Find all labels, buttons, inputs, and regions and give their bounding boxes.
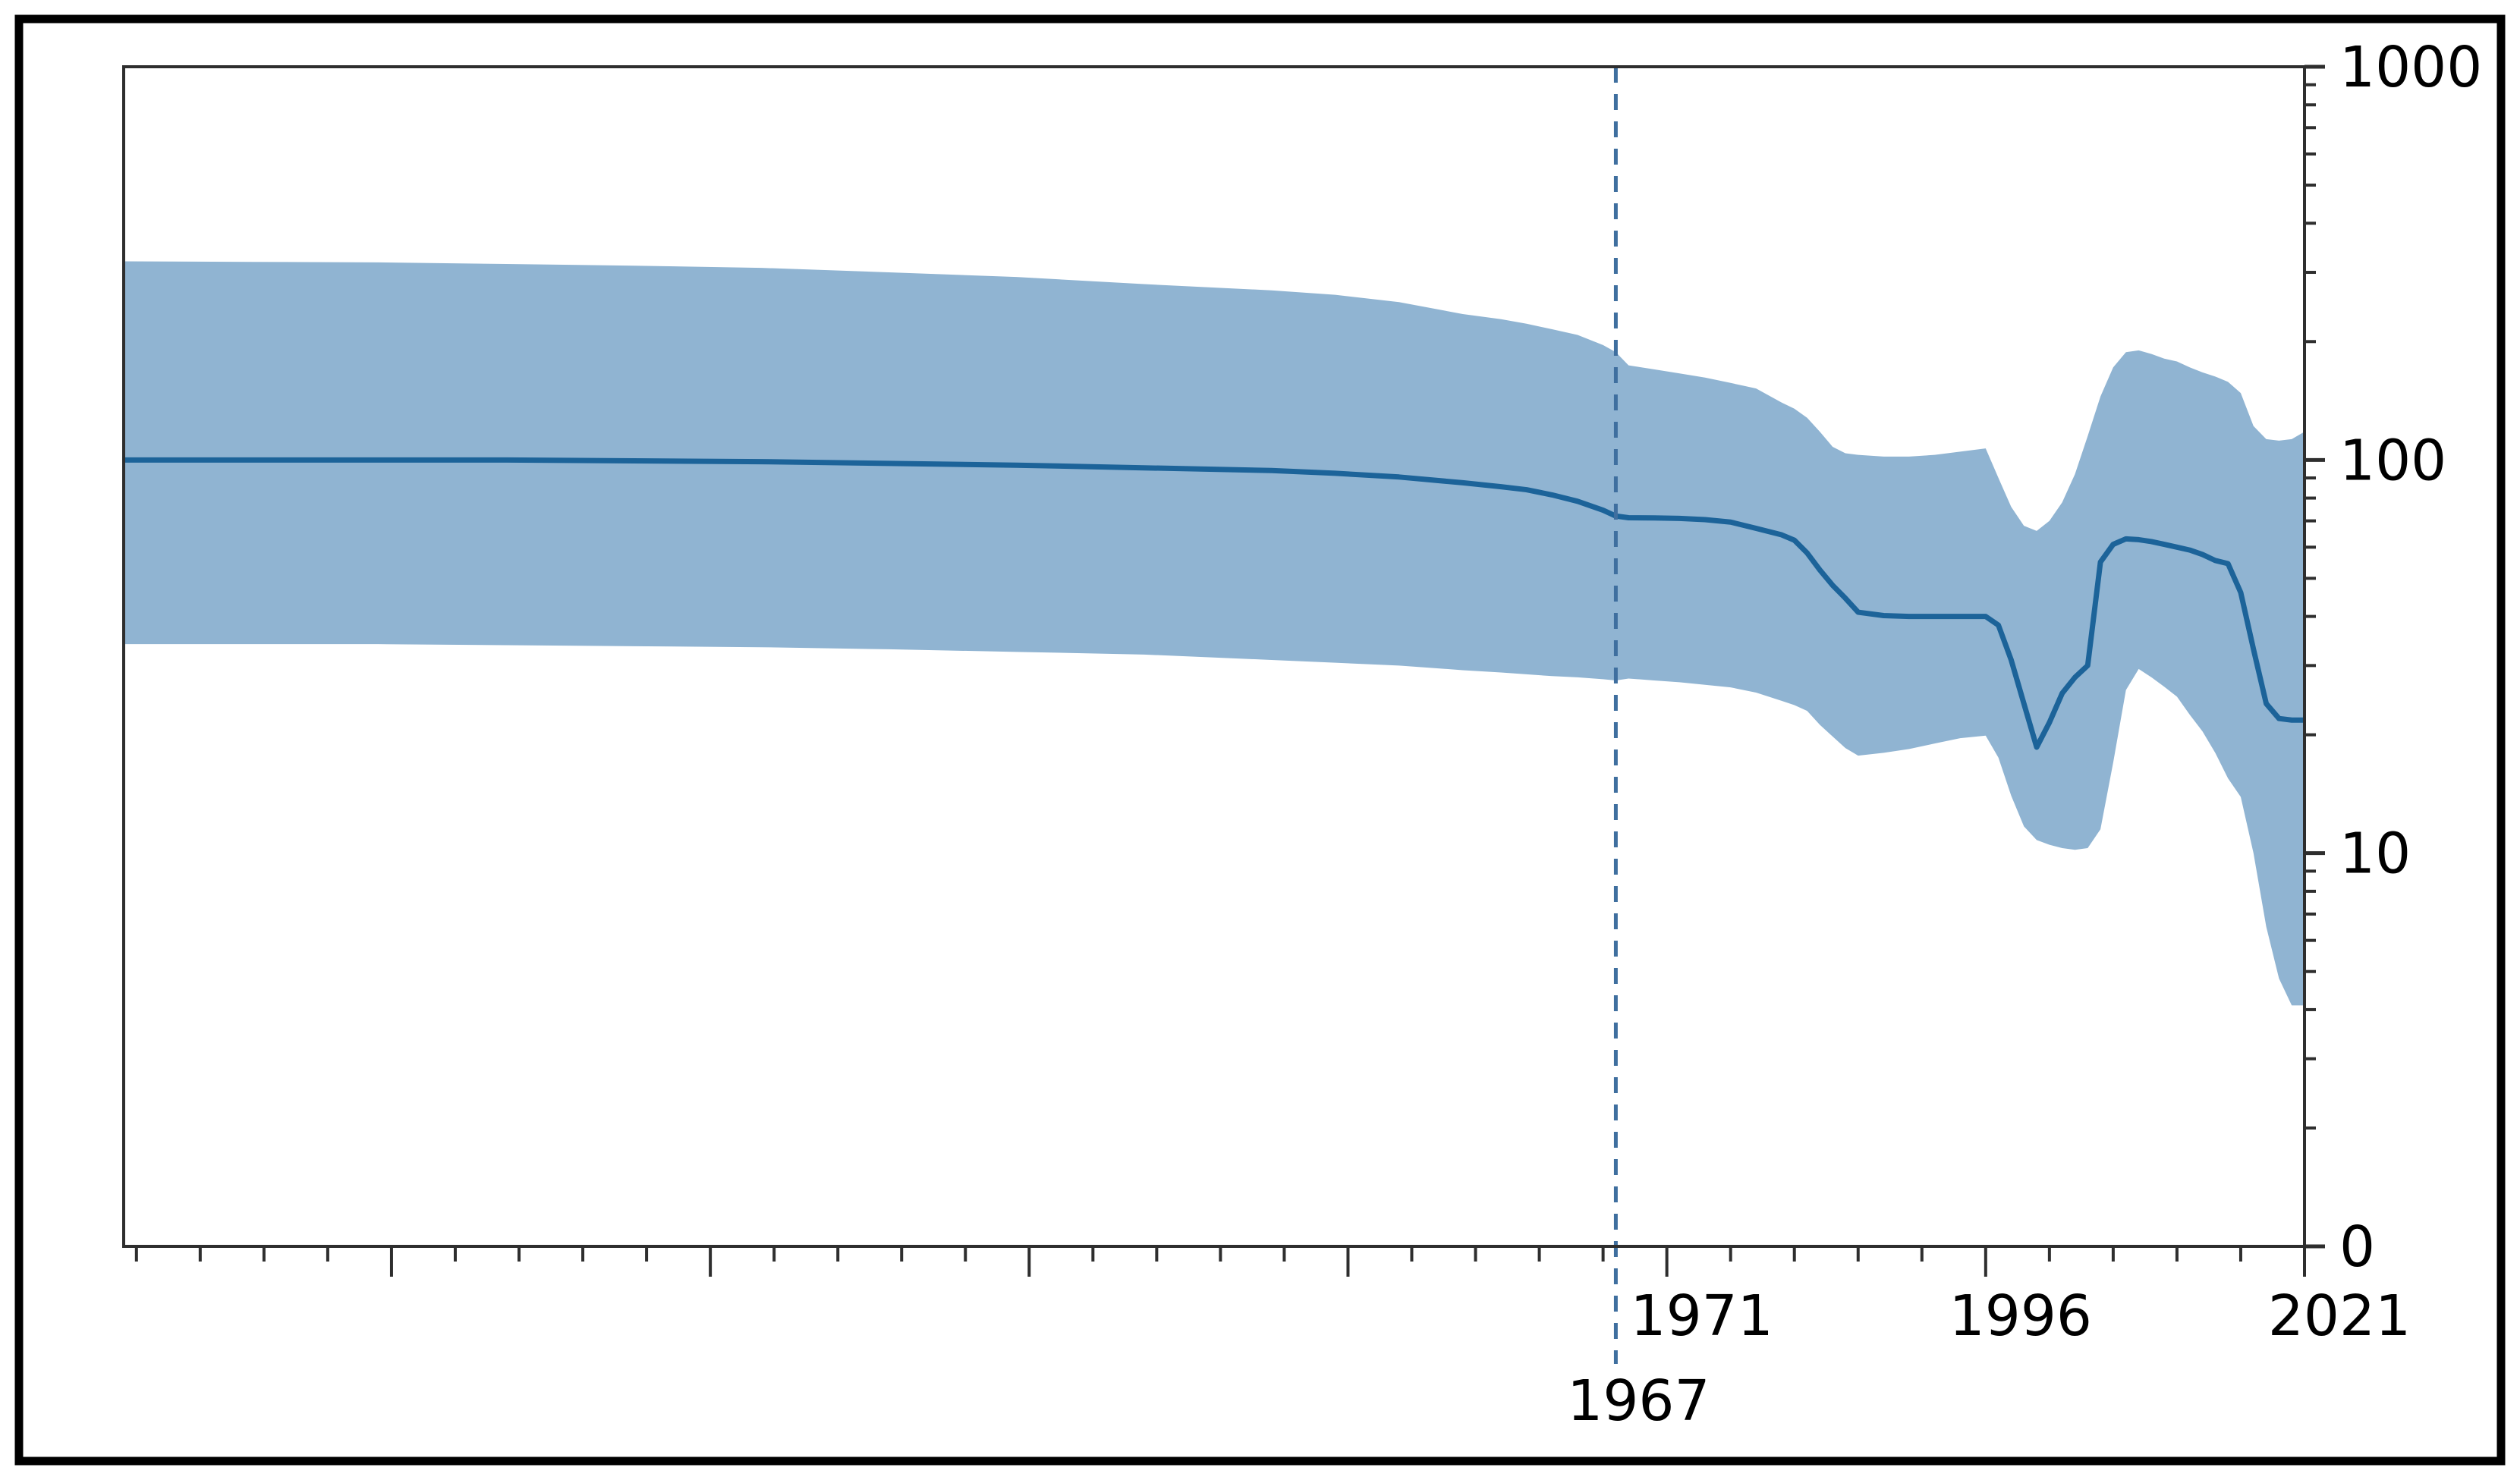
median-line <box>124 457 2304 750</box>
y-axis <box>2304 64 2325 1249</box>
confidence-band-area <box>124 261 2304 1006</box>
y-tick-label: 100 <box>2339 428 2446 493</box>
median-line-path <box>124 457 2304 750</box>
x-tick-label: 2021 <box>2268 1284 2411 1349</box>
confidence-band <box>124 261 2304 1006</box>
y-tick-label: 10 <box>2339 822 2411 887</box>
y-tick-label: 0 <box>2339 1214 2375 1280</box>
x-tick-label: 1971 <box>1630 1284 1773 1349</box>
x-tick-label: 1996 <box>1949 1284 2092 1349</box>
y-tick-label: 1000 <box>2339 35 2482 100</box>
plot-border <box>122 65 2306 1248</box>
threshold-year-label: 1967 <box>1567 1368 1710 1434</box>
x-axis <box>134 1246 2306 1277</box>
figure-border <box>14 14 2506 1466</box>
